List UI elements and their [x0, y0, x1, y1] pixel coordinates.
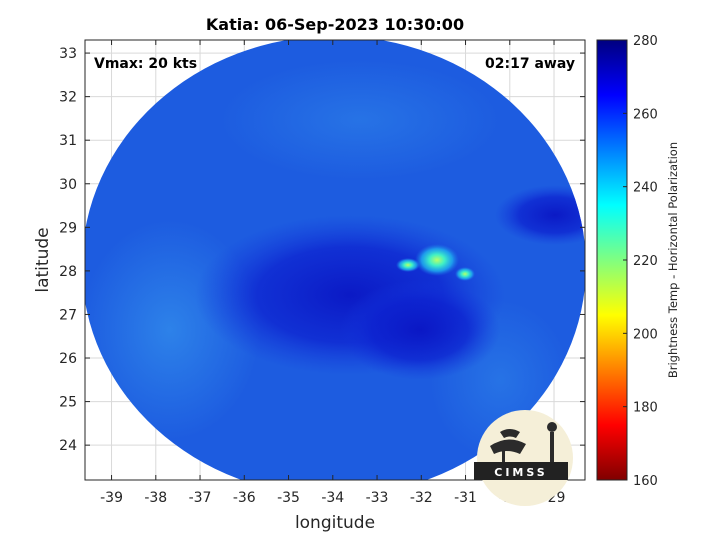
y-tick-label: 24: [59, 438, 77, 454]
colorbar-tick-label: 160: [633, 474, 658, 489]
logo-text: CIMSS: [494, 466, 547, 479]
colorbar-tick-label: 240: [633, 181, 658, 196]
x-tick-label: -31: [454, 490, 477, 506]
y-tick-label: 28: [59, 264, 77, 280]
colorbar-tick-label: 180: [633, 401, 658, 416]
time-offset-annotation: 02:17 away: [485, 56, 575, 72]
x-tick-label: -39: [100, 490, 123, 506]
y-tick-label: 29: [59, 220, 77, 236]
y-tick-label: 31: [59, 133, 77, 149]
y-axis-label: latitude: [33, 227, 53, 292]
chart-title: Katia: 06-Sep-2023 10:30:00: [206, 15, 464, 34]
plot-frame: [84, 39, 586, 481]
x-tick-label: -34: [321, 490, 344, 506]
y-axis-ticks: 24 25 26 27 28 29 30 31 32 33: [59, 46, 585, 454]
warm-spot: [415, 244, 459, 276]
colorbar-tick-label: 260: [633, 107, 658, 122]
vmax-annotation: Vmax: 20 kts: [94, 56, 197, 72]
x-tick-label: -36: [233, 490, 256, 506]
colorbar-tick-label: 280: [633, 34, 658, 49]
y-tick-label: 27: [59, 307, 77, 323]
y-tick-label: 30: [59, 177, 77, 193]
x-axis-label: longitude: [295, 513, 375, 533]
colorbar-tick-label: 200: [633, 327, 658, 342]
y-tick-label: 26: [59, 351, 77, 367]
x-tick-label: -37: [189, 490, 212, 506]
x-tick-label: -38: [144, 490, 167, 506]
colorbar-gradient: [596, 39, 628, 481]
x-tick-label: -33: [366, 490, 389, 506]
colorbar-tick-label: 220: [633, 254, 658, 269]
y-tick-label: 33: [59, 46, 77, 62]
x-tick-label: -35: [277, 490, 300, 506]
y-tick-label: 25: [59, 395, 77, 411]
y-tick-label: 32: [59, 90, 77, 106]
cimss-logo-icon: CIMSS: [474, 410, 573, 506]
colorbar-ticks: 160 180 200 220 240 260 280: [623, 34, 658, 489]
colorbar: 160 180 200 220 240 260 280 Brightness Temp - …: [596, 34, 680, 489]
colorbar-label: Brightness Temp - Horizontal Polarizatio…: [666, 142, 680, 378]
x-tick-label: -32: [410, 490, 433, 506]
